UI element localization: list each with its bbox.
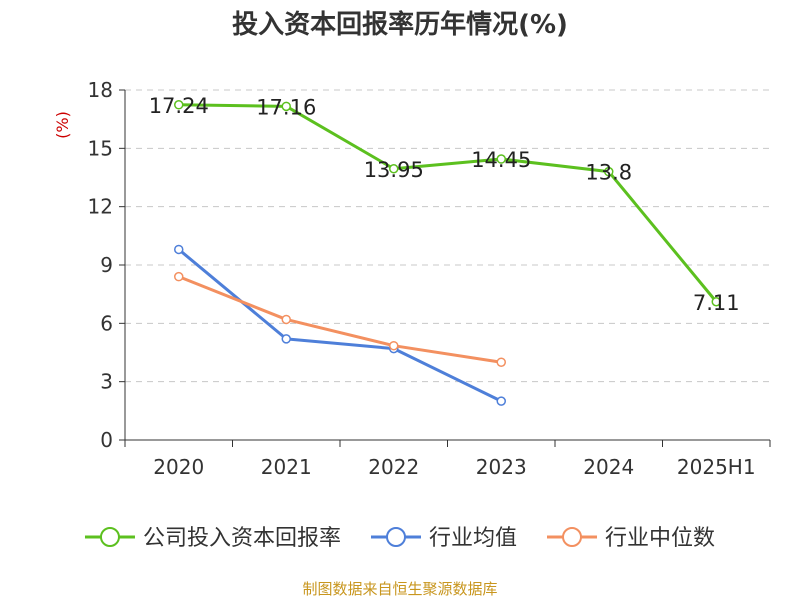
axes: 0 3 6 9 12 15 18 2020 2021 2022 2023 2024 2025H1 bbox=[88, 78, 771, 479]
series-line-1 bbox=[177, 248, 502, 403]
series-line-0 bbox=[178, 103, 718, 303]
legend-label: 行业中位数 bbox=[605, 526, 715, 551]
x-tick-label: 2020 bbox=[153, 455, 204, 479]
y-tick-label: 12 bbox=[88, 195, 113, 219]
y-tick-label: 9 bbox=[100, 253, 113, 277]
data-label: 17.24 bbox=[149, 94, 209, 118]
legend-label: 公司投入资本回报率 bbox=[143, 526, 341, 551]
legend-item-2[interactable]: 行业中位数 bbox=[547, 526, 715, 551]
series-group bbox=[174, 100, 721, 406]
chart-title: 投入资本回报率历年情况(%) bbox=[232, 9, 568, 40]
legend-marker bbox=[562, 527, 583, 547]
x-tick-label: 2022 bbox=[368, 455, 419, 479]
data-label: 7.11 bbox=[693, 291, 740, 315]
data-point[interactable] bbox=[174, 244, 184, 255]
source-note: 制图数据来自恒生聚源数据库 bbox=[302, 580, 497, 598]
data-point[interactable] bbox=[711, 297, 721, 307]
legend-marker bbox=[99, 527, 120, 547]
data-point[interactable] bbox=[389, 164, 399, 174]
y-tick-label: 18 bbox=[88, 78, 113, 102]
data-point[interactable] bbox=[389, 340, 399, 351]
data-label: 14.45 bbox=[471, 148, 531, 172]
y-tick-label: 0 bbox=[100, 428, 113, 452]
data-label: 13.8 bbox=[585, 161, 632, 185]
data-point[interactable] bbox=[174, 271, 184, 282]
y-tick-label: 6 bbox=[100, 311, 113, 335]
legend-item-1[interactable]: 行业均值 bbox=[370, 526, 517, 551]
data-label: 17.16 bbox=[256, 95, 316, 119]
data-point[interactable] bbox=[281, 334, 291, 344]
legend-label: 行业均值 bbox=[429, 526, 517, 551]
x-tick-label: 2025H1 bbox=[677, 455, 756, 479]
y-tick-label: 3 bbox=[100, 370, 113, 394]
data-point[interactable] bbox=[174, 100, 184, 110]
data-labels: 17.24 17.16 13.95 14.45 13.8 7.11 bbox=[149, 94, 740, 315]
legend-item-0[interactable]: 公司投入资本回报率 bbox=[84, 526, 341, 551]
series-line-2 bbox=[178, 275, 502, 364]
data-point[interactable] bbox=[604, 166, 614, 177]
x-tick-label: 2024 bbox=[583, 455, 634, 479]
data-point[interactable] bbox=[281, 101, 291, 112]
x-tick-label: 2021 bbox=[261, 455, 312, 479]
legend-marker bbox=[385, 527, 406, 547]
data-point[interactable] bbox=[496, 396, 506, 406]
data-point[interactable] bbox=[496, 154, 506, 164]
grid-lines bbox=[125, 89, 770, 383]
legend[interactable]: 公司投入资本回报率 行业均值 行业中位数 bbox=[84, 526, 715, 551]
y-tick-label: 15 bbox=[88, 136, 113, 160]
y-axis-label: (%) bbox=[53, 111, 72, 139]
data-point[interactable] bbox=[496, 357, 506, 367]
x-tick-label: 2023 bbox=[476, 455, 527, 479]
data-label: 13.95 bbox=[364, 158, 424, 182]
data-point[interactable] bbox=[281, 314, 291, 325]
